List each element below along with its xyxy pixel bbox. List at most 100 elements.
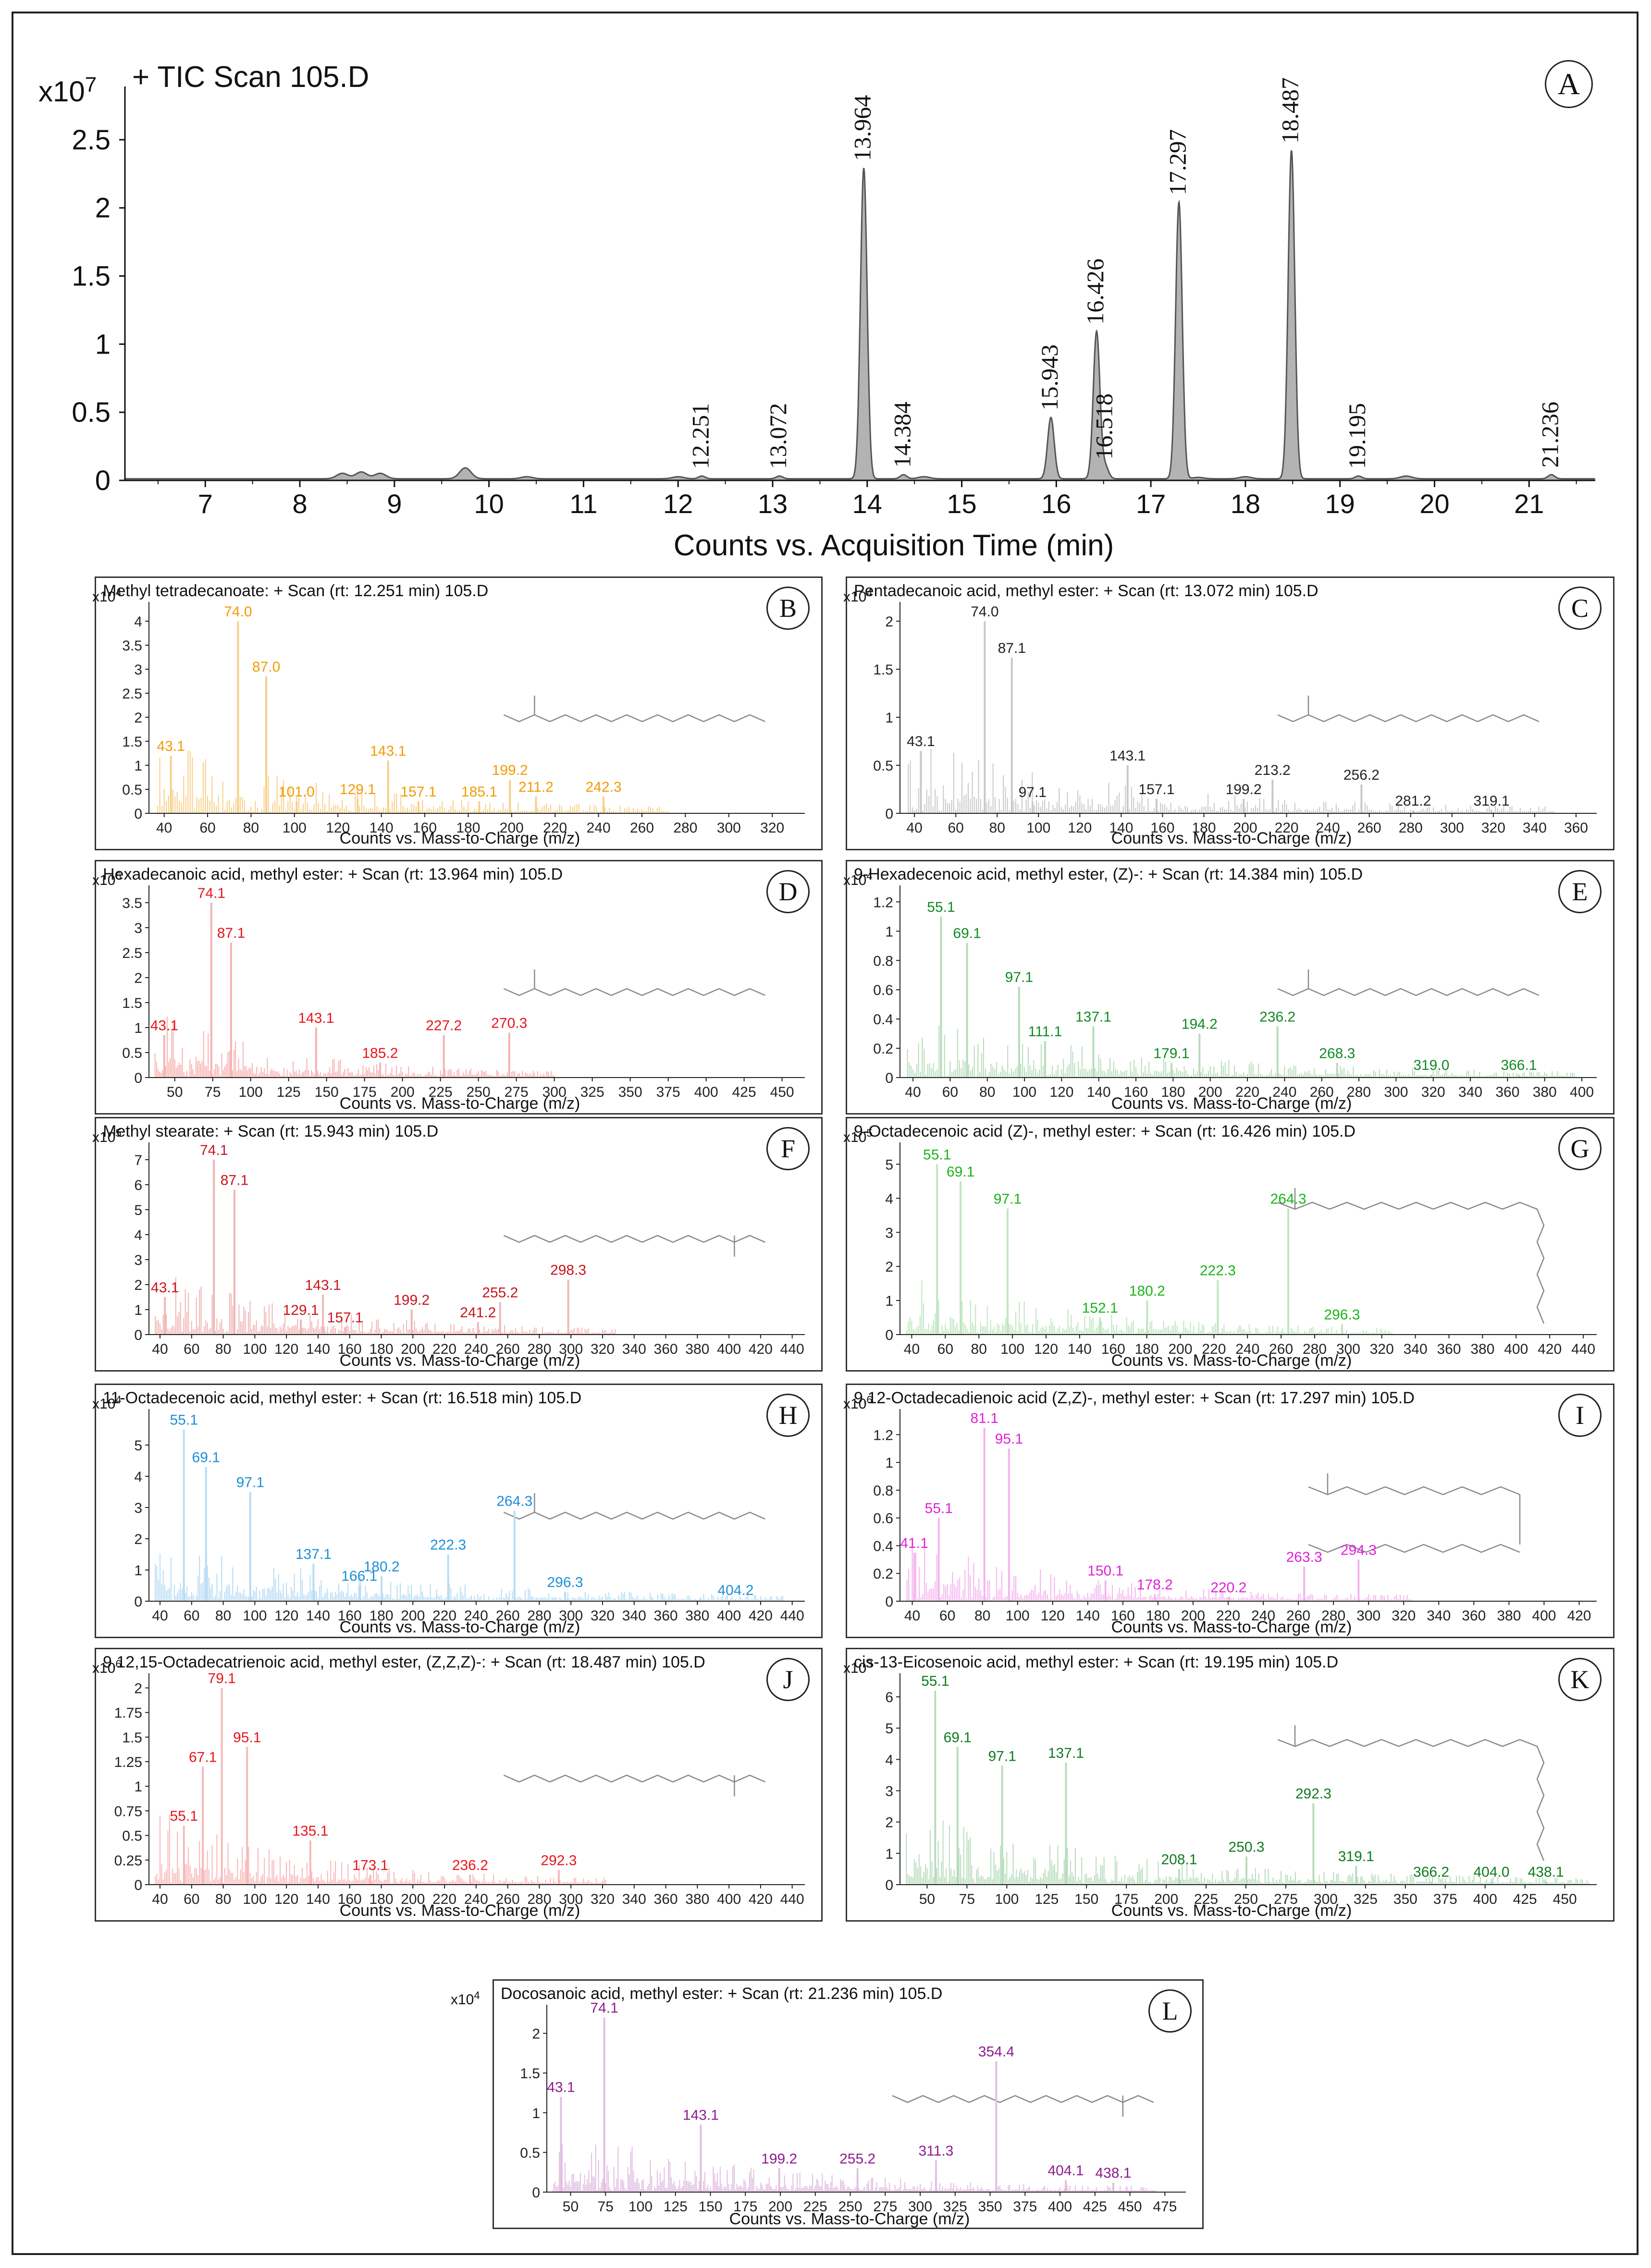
y-tick-label: 1.2 [873,895,893,910]
peak-label: 281.2 [1395,793,1431,809]
peak-label: 173.1 [352,1858,388,1874]
x-tick-label: 120 [1034,1341,1058,1357]
y-tick-label: 5 [134,1202,142,1218]
x-axis-label: Counts vs. Mass-to-Charge (m/z) [1111,829,1352,847]
x-tick-label: 340 [622,1341,646,1357]
noise-bars [906,1820,1589,1885]
x-tick-label: 100 [1012,1084,1036,1100]
molecule-bond-chain [503,1235,765,1243]
x-tick-label: 180 [369,1891,393,1907]
y-tick-label: 1 [532,2106,540,2121]
peak-label: 55.1 [921,1673,949,1689]
peak-label: 69.1 [947,1164,974,1180]
x-tick-label: 60 [937,1341,953,1357]
peak-label: 87.1 [217,925,245,941]
y-multiplier-exp: 5 [866,1127,873,1139]
peak-label: 256.2 [1343,767,1380,783]
panel-badge: J [766,1658,810,1701]
y-tick-label: 2 [134,710,142,726]
x-tick-label: 220 [1235,1084,1259,1100]
peak-label: 55.1 [170,1808,197,1824]
peak-label: 143.1 [298,1010,334,1026]
x-tick-label: 50 [167,1084,183,1100]
x-tick-label: 275 [873,2199,897,2215]
y-multiplier-exp: 4 [474,1989,480,2001]
x-tick-label: 225 [429,1084,453,1100]
tic-y-tick-label: 1.5 [72,261,111,292]
molecule-bond-chain [1308,1486,1520,1496]
x-tick-label: 140 [306,1608,330,1624]
molecule-structure [503,1493,765,1520]
x-axis-label: Counts vs. Mass-to-Charge (m/z) [729,2210,970,2228]
molecule-structure [892,2095,1154,2117]
panel-badge: B [766,587,810,630]
x-axis-label: Counts vs. Mass-to-Charge (m/z) [1111,1901,1352,1920]
x-tick-label: 250 [467,1084,491,1100]
y-tick-label: 1 [134,1302,142,1318]
molecule-bond-chain [892,2095,1154,2103]
tic-panel: 7 8 9 10 11 12 13 14 15 16 17 18 19 20 21 0 0.5 1 1.5 2 2.5 1… [29,38,1624,567]
spectrum-chart: 41.1 55.1 81.1 95.1 150.1 178.2 220.2 263.3 294.… [873,1409,1597,1624]
molecule-structure [503,1774,765,1797]
peak-label: 222.3 [430,1537,466,1553]
x-tick-label: 120 [274,1891,298,1907]
y-tick-label: 4 [134,1227,142,1243]
y-tick-label: 0 [134,1070,142,1086]
x-tick-label: 340 [1427,1608,1451,1624]
panel-badge: E [1558,870,1602,913]
panel-badge: C [1558,587,1602,630]
peak-label: 242.3 [585,779,621,795]
peak-label: 292.3 [1295,1786,1331,1802]
x-tick-label: 80 [989,820,1005,836]
x-tick-label: 175 [1114,1891,1138,1907]
tic-y-tick-label: 1 [95,329,111,360]
x-tick-label: 200 [768,2199,792,2215]
peak-label: 270.3 [491,1015,527,1031]
peak-label: 264.3 [1270,1191,1306,1207]
y-tick-label: 0 [134,1327,142,1343]
peak-label: 143.1 [370,743,406,759]
peak-label: 263.3 [1286,1549,1322,1565]
y-tick-label: 2 [134,970,142,986]
spectrum-panel-l: 43.1 74.1 143.1 199.2 255.2 311.3 354.4 404.1 43… [451,1979,1204,2229]
spectrum-title: Docosanoic acid, methyl ester: + Scan (r… [501,1985,943,2003]
peak-label: 97.1 [1005,969,1033,985]
x-tick-label: 325 [1354,1891,1378,1907]
x-tick-label: 100 [1006,1608,1030,1624]
spectrum-chart: 43.1 74.1 87.1 143.1 185.2 227.2 270.3 50 75 100 1… [122,885,805,1100]
peak-label: 319.1 [1473,793,1509,809]
peak-label: 255.2 [482,1285,518,1300]
spectrum-panel-d: 43.1 74.1 87.1 143.1 185.2 227.2 270.3 50 75 100 1… [92,860,823,1115]
x-tick-label: 160 [1124,1084,1148,1100]
x-tick-label: 60 [948,820,963,836]
x-tick-label: 280 [1303,1341,1327,1357]
tic-peak-label: 16.426 [1082,258,1109,325]
y-tick-label: 2 [885,1259,893,1275]
y-tick-label: 0 [885,1877,893,1893]
peak-label: 157.1 [1138,782,1174,797]
molecule-structure [503,696,765,723]
peak-label: 43.1 [157,738,185,754]
x-tick-label: 440 [1571,1341,1595,1357]
molecule-structure [1277,1188,1545,1324]
molecule-structure [1277,1725,1545,1861]
molecule-bond-chain [1308,1544,1520,1553]
molecule-bond-chain [503,1511,765,1520]
y-tick-label: 1 [134,1779,142,1795]
x-tick-label: 350 [1393,1891,1417,1907]
x-tick-label: 400 [694,1084,718,1100]
x-tick-label: 60 [939,1608,955,1624]
tic-x-tick-label: 16 [1041,489,1071,519]
x-tick-label: 400 [1570,1084,1594,1100]
x-tick-label: 180 [1161,1084,1185,1100]
noise-bars [155,1815,606,1885]
x-tick-label: 260 [496,1891,520,1907]
x-tick-label: 280 [527,1608,551,1624]
peak-label: 366.2 [1413,1864,1449,1880]
peak-label: 143.1 [683,2108,719,2123]
y-tick-label: 3.5 [122,638,142,654]
peak-label: 137.1 [1048,1745,1084,1761]
panel-badge: F [766,1127,810,1170]
peak-label: 213.2 [1255,762,1291,778]
x-tick-label: 240 [587,820,611,836]
